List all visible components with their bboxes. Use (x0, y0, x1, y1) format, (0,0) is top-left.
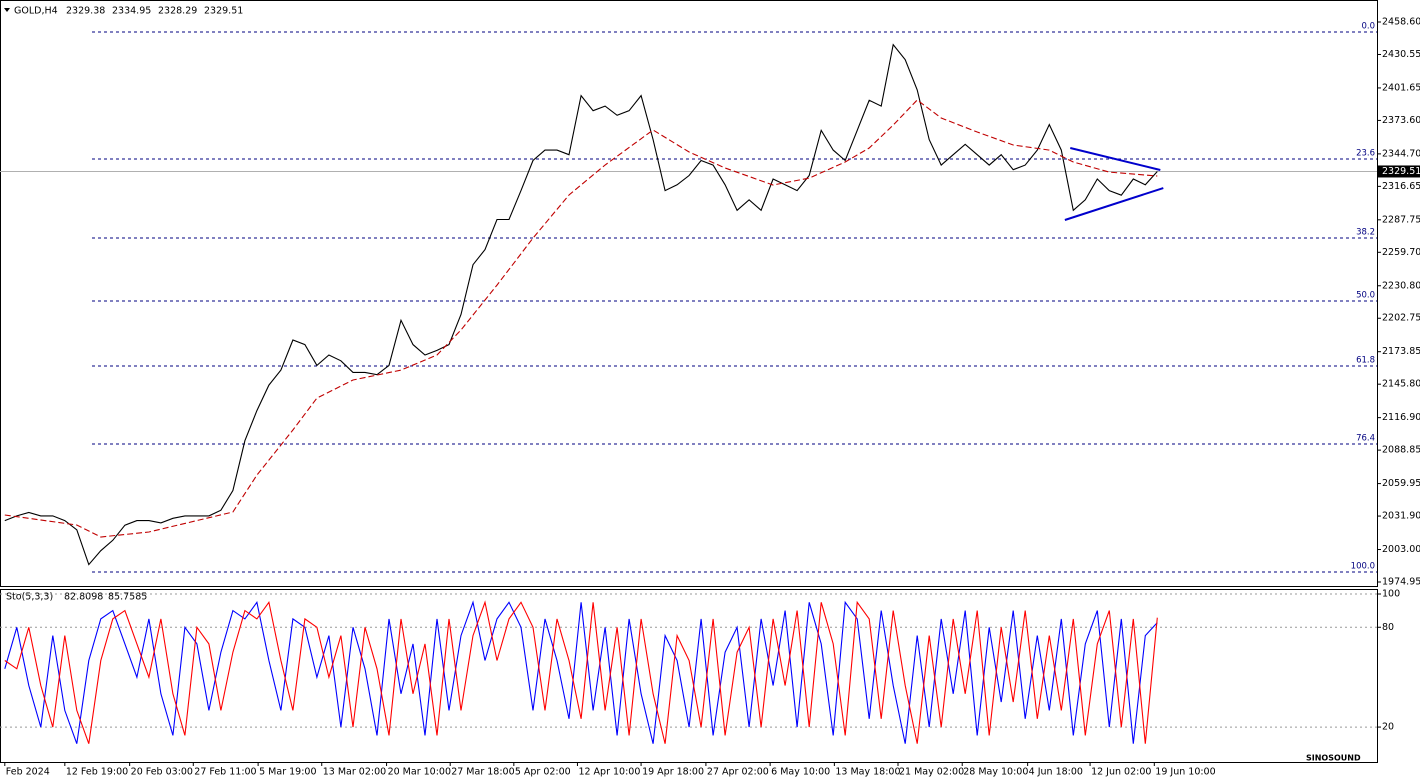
stoch-signal (4, 600, 1158, 744)
header-value: 2329.38 (66, 6, 105, 17)
stoch-panel (0, 589, 1378, 763)
chart-title: GOLD,H4 (14, 6, 58, 17)
x-tick-label: 27 Feb 11:00 (194, 767, 256, 778)
header-value: 2334.95 (112, 6, 151, 17)
header-value: 85.7585 (108, 592, 147, 603)
x-tick-label: 19 Jun 10:00 (1155, 767, 1215, 778)
x-tick-label: 21 May 02:00 (899, 767, 964, 778)
x-tick-label: 4 Jun 18:00 (1029, 767, 1083, 778)
last-price-box (1378, 165, 1420, 178)
header-value: 82.8098 (64, 592, 103, 603)
x-tick-label: 20 Mar 10:00 (388, 767, 451, 778)
y-tick-label: 100 (1382, 588, 1400, 599)
fib-label: 61.8 (1356, 356, 1375, 366)
y-tick-label: 2287.75 (1382, 214, 1420, 225)
y-tick-label: 2116.90 (1382, 412, 1420, 423)
y-tick-label: 20 (1382, 722, 1394, 733)
x-tick-label: 13 Mar 02:00 (323, 767, 386, 778)
trendline (1064, 187, 1164, 221)
stoch-title: Sto(5,3,3) (6, 592, 53, 603)
y-tick-label: 2059.95 (1382, 478, 1420, 489)
fib-label: 23.6 (1356, 149, 1375, 159)
moving-average (4, 99, 1158, 538)
fib-label: 38.2 (1356, 228, 1375, 238)
x-tick-label: 12 Apr 10:00 (578, 767, 640, 778)
x-tick-label: 12 Feb 19:00 (66, 767, 128, 778)
y-tick-label: 2458.60 (1382, 16, 1420, 27)
y-tick-label: 2088.85 (1382, 445, 1420, 456)
header-value: 2328.29 (158, 6, 197, 17)
trendline (1070, 147, 1161, 171)
x-tick-label: 27 Mar 18:00 (451, 767, 514, 778)
y-tick-label: 2173.85 (1382, 346, 1420, 357)
fib-label: 50.0 (1356, 291, 1375, 301)
y-tick-label: 2003.00 (1382, 544, 1420, 555)
y-tick-label: 80 (1382, 622, 1394, 633)
fib-label: 76.4 (1356, 434, 1375, 444)
fib-label: 0.0 (1361, 22, 1375, 32)
y-tick-label: 2031.90 (1382, 511, 1420, 522)
x-tick-label: 28 May 10:00 (963, 767, 1028, 778)
y-tick-label: 2259.70 (1382, 247, 1420, 258)
y-tick-label: 2401.65 (1382, 82, 1420, 93)
x-tick-label: 6 May 10:00 (771, 767, 830, 778)
y-tick-label: 1974.95 (1382, 577, 1420, 588)
y-tick-label: 2202.75 (1382, 313, 1420, 324)
y-tick-label: 2430.55 (1382, 49, 1420, 60)
y-tick-label: 2344.70 (1382, 148, 1420, 159)
price-panel (0, 0, 1378, 587)
stoch-main (4, 600, 1158, 744)
y-tick-label: 2373.60 (1382, 115, 1420, 126)
x-tick-label: Feb 2024 (6, 767, 50, 778)
x-tick-label: 20 Feb 03:00 (131, 767, 193, 778)
x-tick-label: 5 Apr 02:00 (515, 767, 571, 778)
last-price-label: 2329.51 (1382, 166, 1420, 177)
fib-label: 100.0 (1351, 561, 1375, 571)
header-value: 2329.51 (204, 6, 243, 17)
menu-icon[interactable] (4, 8, 10, 12)
x-tick-label: 19 Apr 18:00 (642, 767, 704, 778)
x-tick-label: 12 Jun 02:00 (1091, 767, 1151, 778)
y-tick-label: 2145.80 (1382, 379, 1420, 390)
y-tick-label: 2316.65 (1382, 181, 1420, 192)
x-tick-label: 5 Mar 19:00 (259, 767, 316, 778)
price-line (4, 43, 1158, 566)
y-tick-label: 2230.80 (1382, 280, 1420, 291)
x-tick-label: 13 May 18:00 (835, 767, 900, 778)
watermark: SINOSOUND (1306, 754, 1361, 763)
x-tick-label: 27 Apr 02:00 (707, 767, 769, 778)
